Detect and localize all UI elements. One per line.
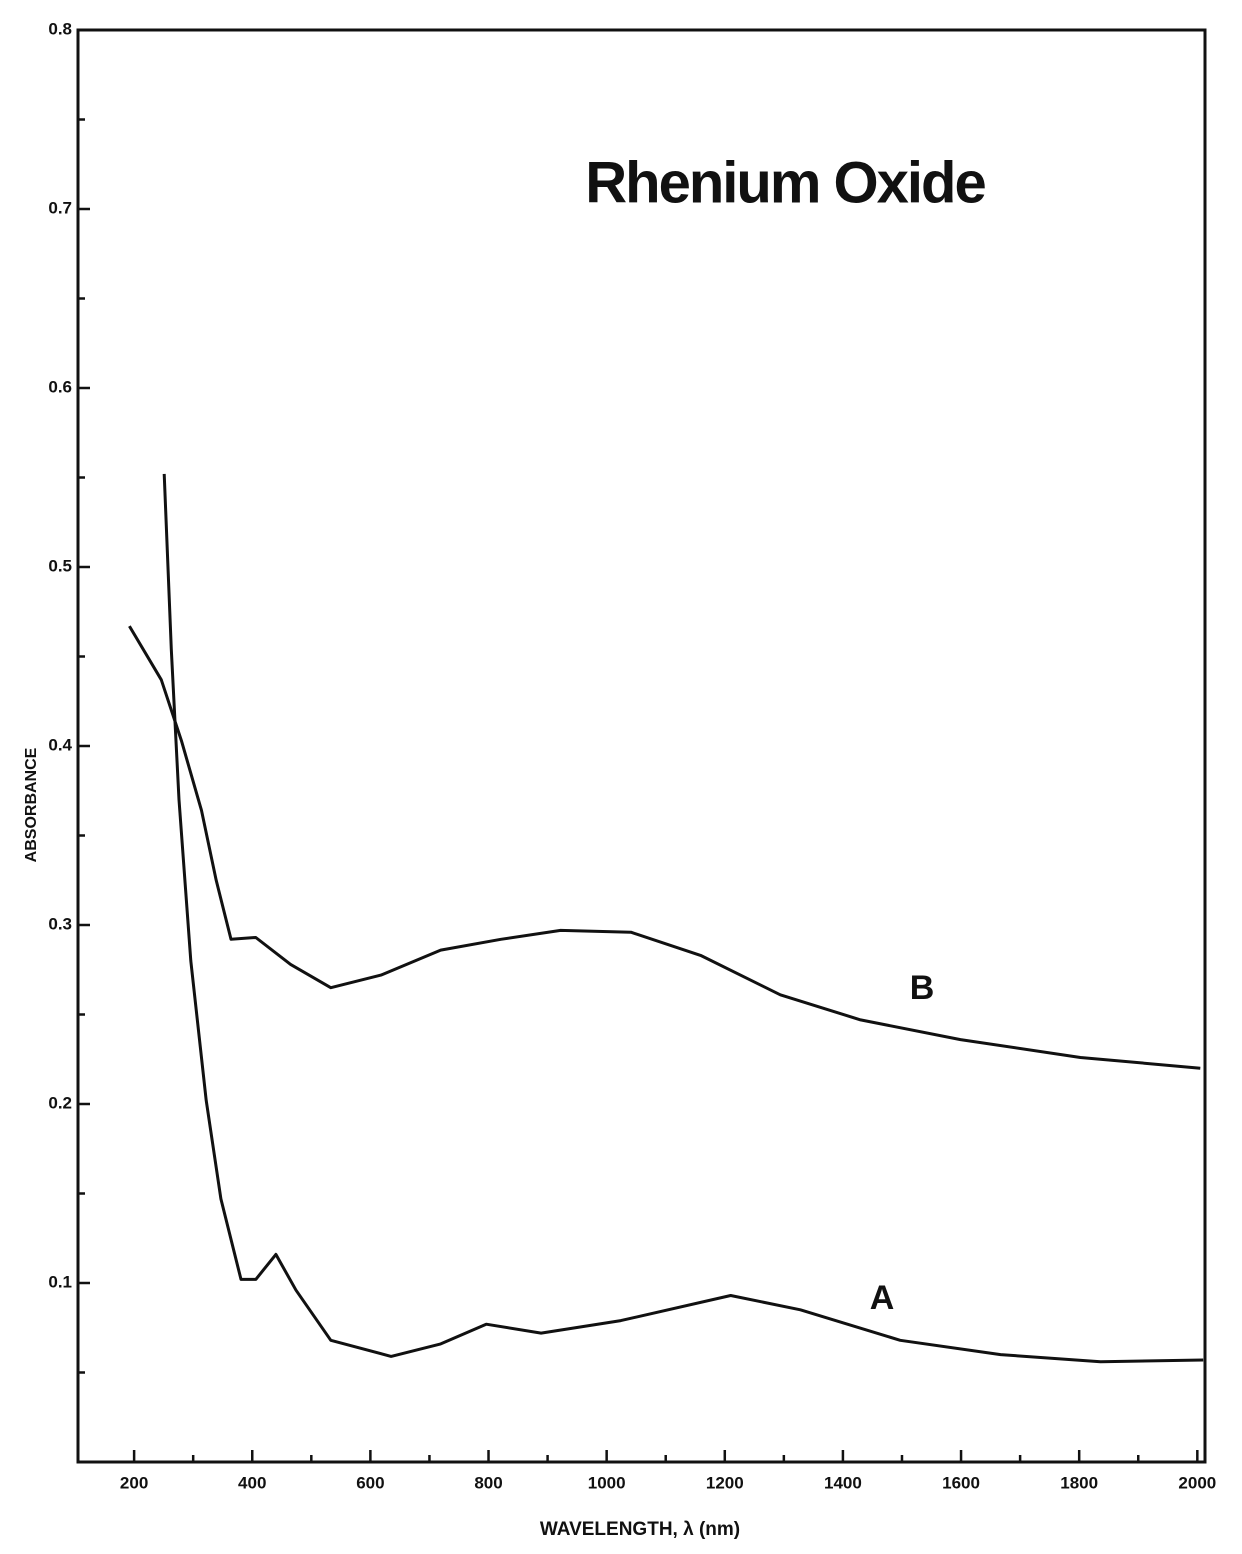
- x-axis-label: WAVELENGTH, λ (nm): [540, 1519, 740, 1540]
- x-tick-label: 1000: [588, 1473, 626, 1492]
- x-tick-label: 800: [474, 1473, 502, 1492]
- x-tick-label: 1400: [824, 1473, 862, 1492]
- y-tick-label: 0.3: [48, 914, 72, 933]
- x-tick-label: 600: [356, 1473, 384, 1492]
- y-tick-label: 0.7: [48, 198, 72, 217]
- plot-frame: [76, 28, 1207, 1464]
- y-tick-label: 0.1: [48, 1272, 72, 1291]
- x-tick-label: 200: [120, 1473, 148, 1492]
- chart-title: Rhenium Oxide: [585, 150, 985, 215]
- x-tick-label: 400: [238, 1473, 266, 1492]
- series-label: B: [910, 969, 935, 1007]
- x-tick-label: 1600: [942, 1473, 980, 1492]
- curve: [162, 473, 1204, 1364]
- series-label: A: [870, 1279, 895, 1317]
- x-tick-label: 1800: [1060, 1473, 1098, 1492]
- x-tick-label: 1200: [706, 1473, 744, 1492]
- y-tick-label: 0.2: [48, 1093, 72, 1112]
- y-tick-label: 0.5: [48, 556, 72, 575]
- y-tick-label: 0.6: [48, 377, 72, 396]
- y-tick-label: 0.8: [48, 19, 72, 38]
- y-tick-label: 0.4: [48, 735, 72, 754]
- curve: [128, 625, 1201, 1070]
- x-tick-label: 2000: [1178, 1473, 1216, 1492]
- y-axis-label: ABSORBANCE: [23, 747, 40, 862]
